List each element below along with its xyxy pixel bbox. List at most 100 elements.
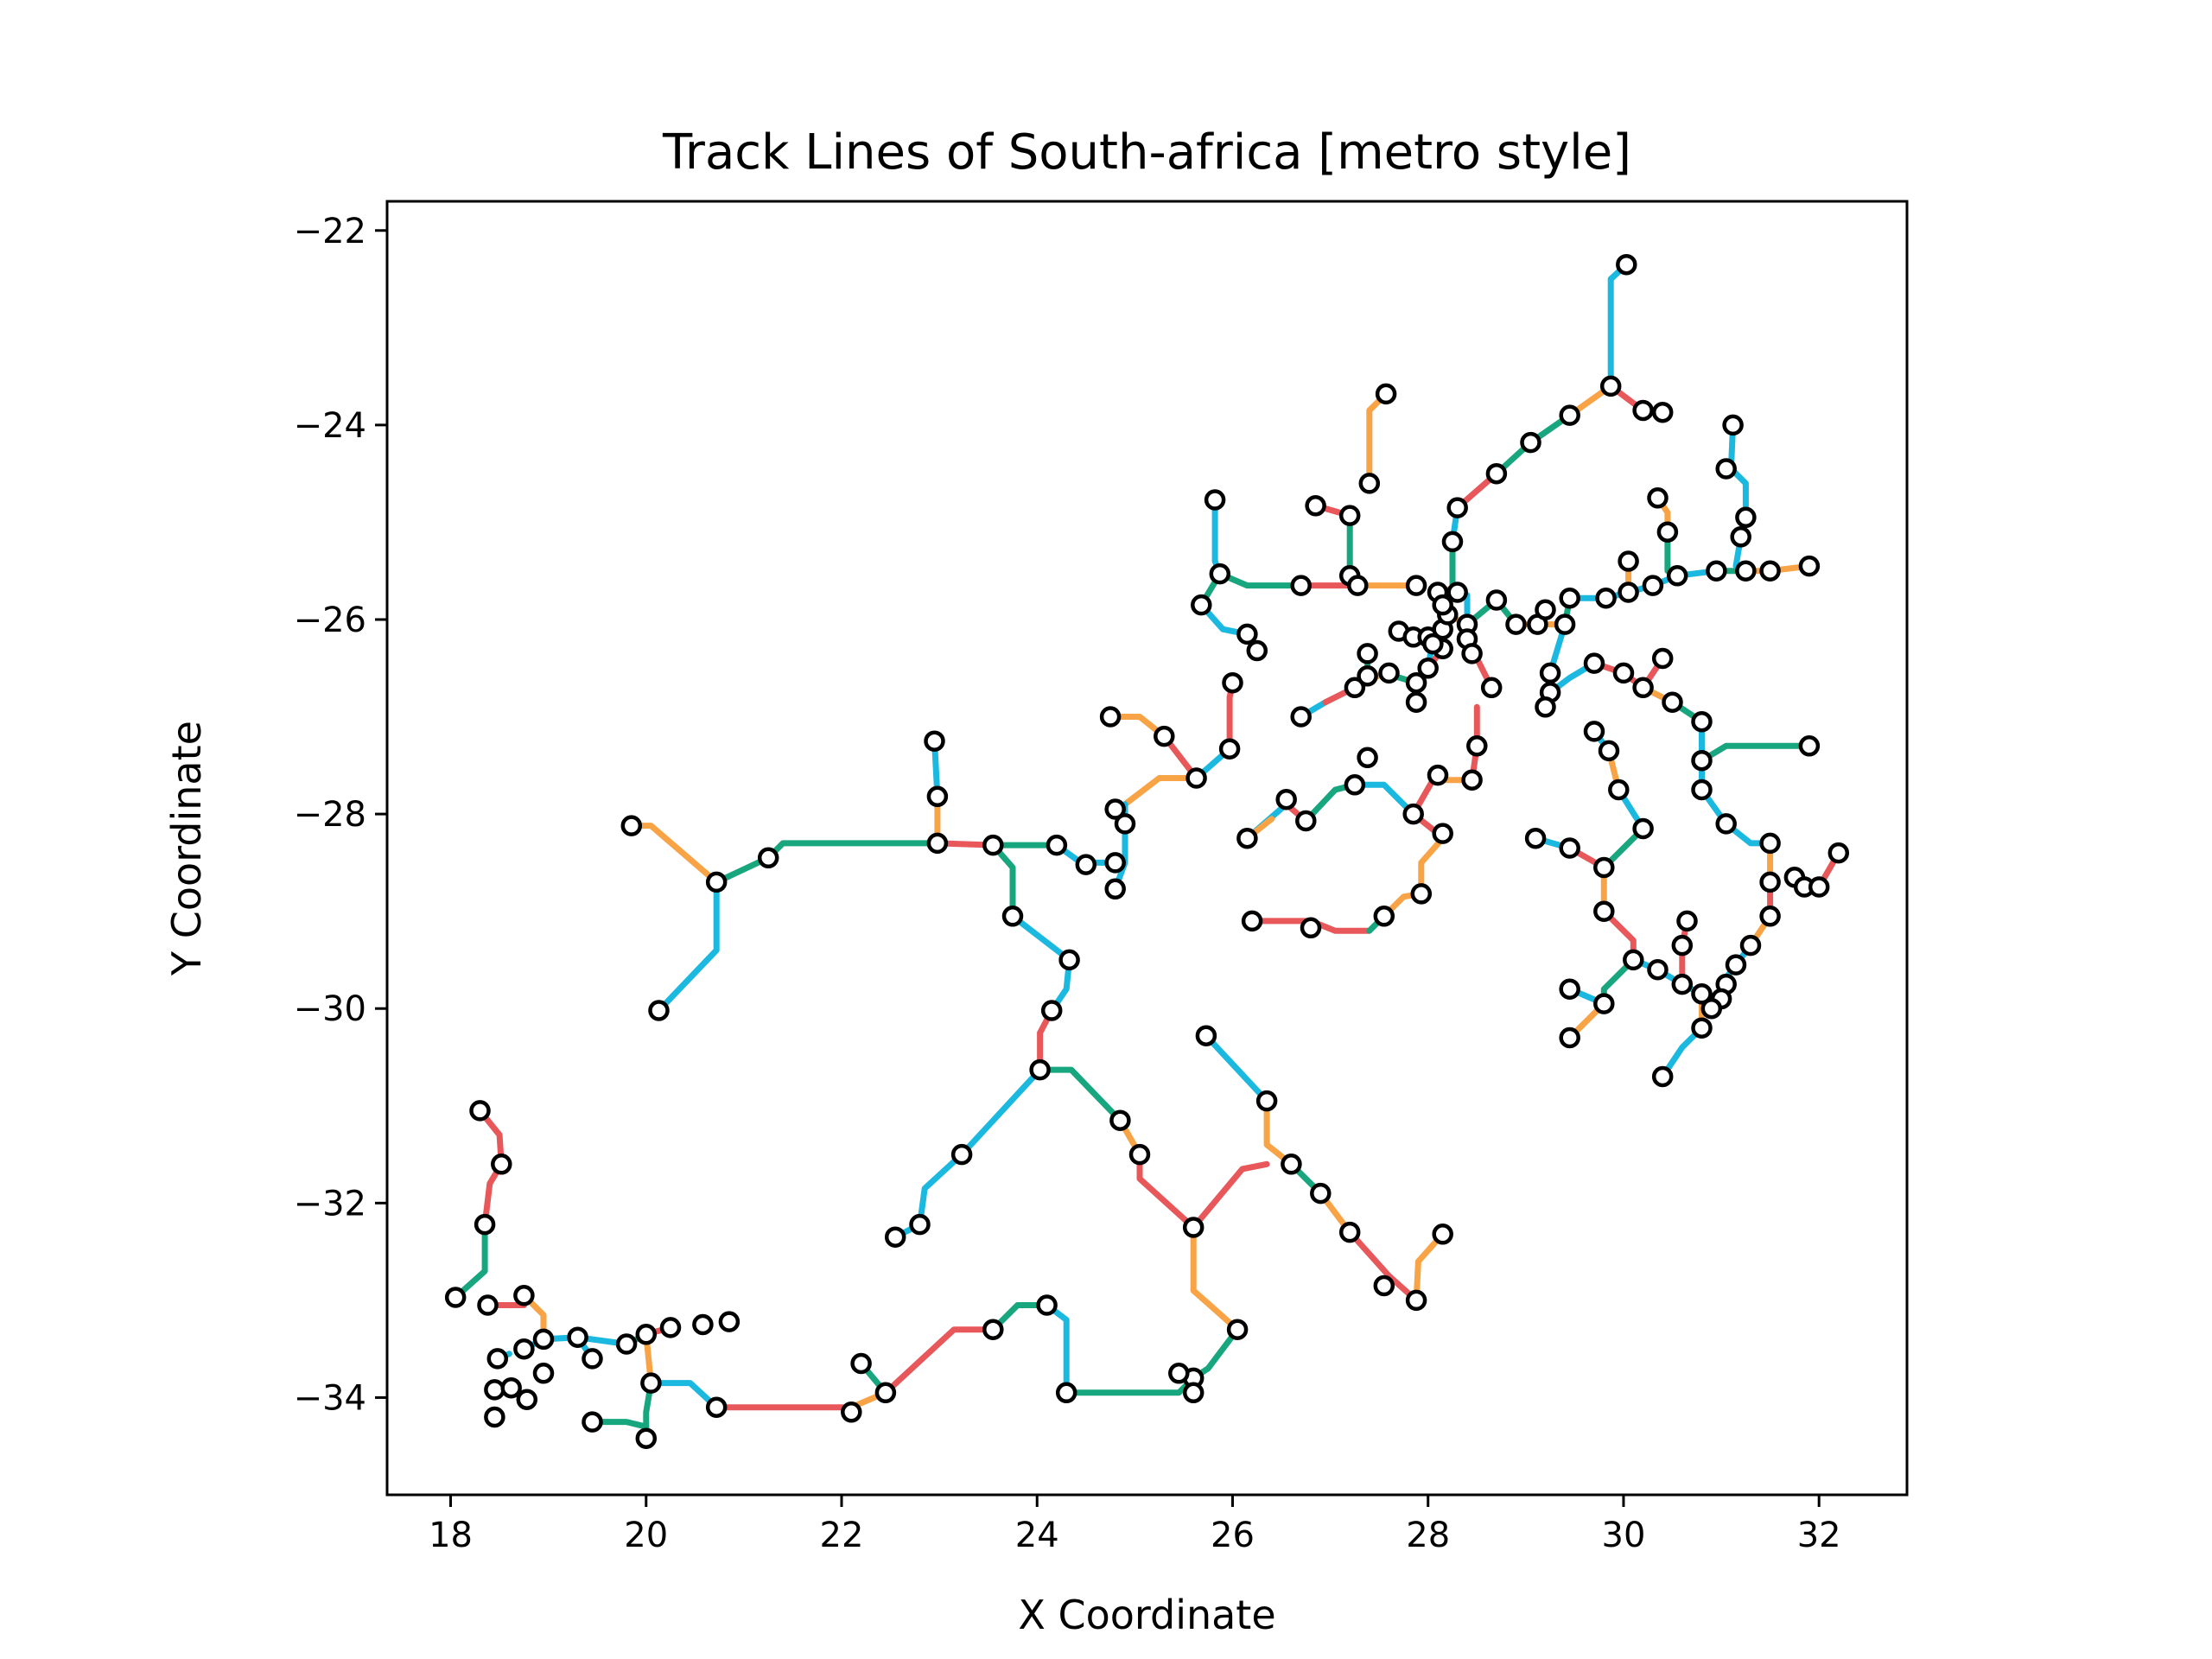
station-marker <box>1505 613 1527 635</box>
station-marker <box>484 1379 505 1401</box>
station-marker <box>1520 431 1541 454</box>
station-marker <box>1632 399 1654 422</box>
track-segment <box>1009 912 1073 1014</box>
station-marker <box>469 1100 491 1122</box>
station-marker <box>1305 495 1326 517</box>
y-tick-label: −28 <box>294 795 366 835</box>
x-tick-label: 22 <box>820 1516 864 1555</box>
track-segment <box>1122 775 1200 808</box>
station-marker <box>1632 817 1654 840</box>
station-marker <box>692 1313 714 1336</box>
track-segment <box>589 1419 650 1430</box>
station-marker <box>486 1348 509 1370</box>
station-marker <box>1598 740 1620 762</box>
station-marker <box>1168 1363 1190 1384</box>
station-marker <box>1104 852 1126 874</box>
station-marker <box>1722 414 1744 436</box>
y-tick-label: −34 <box>294 1378 366 1418</box>
station-marker <box>926 785 949 808</box>
station-marker <box>1485 462 1508 485</box>
station-marker <box>1612 662 1635 684</box>
station-marker <box>640 1372 662 1394</box>
station-marker <box>513 1338 535 1360</box>
station-marker <box>1109 1109 1131 1131</box>
station-marker <box>1222 671 1243 694</box>
x-tick-label: 20 <box>624 1516 668 1555</box>
x-tick-label: 26 <box>1211 1516 1255 1555</box>
station-marker <box>982 1319 1004 1340</box>
station-marker <box>1182 1382 1205 1404</box>
x-tick-label: 24 <box>1015 1516 1059 1555</box>
station-marker <box>1461 643 1483 664</box>
station-marker <box>1759 906 1781 927</box>
station-marker <box>1405 1289 1427 1312</box>
station-marker <box>1373 906 1395 927</box>
station-marker <box>1218 738 1241 760</box>
station-marker <box>1427 764 1449 786</box>
station-marker <box>1290 575 1312 596</box>
station-marker <box>1759 832 1781 855</box>
station-marker <box>1671 934 1694 957</box>
station-marker <box>1662 691 1683 713</box>
station-marker <box>477 1294 499 1316</box>
station-marker <box>1432 823 1453 844</box>
station-marker <box>950 1143 973 1166</box>
station-marker <box>1357 643 1378 664</box>
track-segment <box>1413 1230 1446 1304</box>
station-marker <box>1524 827 1547 849</box>
station-marker <box>1618 550 1639 572</box>
station-marker <box>926 832 949 855</box>
station-marker <box>1075 854 1097 875</box>
station-marker <box>1700 997 1723 1020</box>
station-marker <box>1154 725 1175 747</box>
station-marker <box>874 1382 897 1404</box>
station-marker <box>1535 599 1556 620</box>
station-marker <box>513 1285 535 1306</box>
y-tick-label: −32 <box>294 1184 366 1224</box>
station-marker <box>1808 876 1830 898</box>
x-axis-label: X Coordinate <box>1018 1592 1275 1638</box>
station-marker <box>1616 253 1637 276</box>
track-segment <box>656 879 720 1014</box>
station-marker <box>659 1317 682 1338</box>
station-marker <box>1375 383 1397 405</box>
station-marker <box>474 1213 496 1236</box>
y-axis: −22 −24 −26 −28 −30 −32 −34 <box>294 212 387 1418</box>
station-marker <box>1338 505 1361 526</box>
station-marker <box>1715 813 1737 835</box>
station-marker <box>1295 810 1317 832</box>
station-marker <box>484 1406 505 1428</box>
x-tick-label: 18 <box>429 1516 473 1555</box>
station-marker <box>1104 798 1126 820</box>
station-marker <box>1310 1182 1332 1205</box>
station-marker <box>1480 677 1503 699</box>
station-marker <box>1671 973 1694 995</box>
station-marker <box>1358 473 1381 494</box>
station-marker <box>1559 1027 1580 1049</box>
station-marker <box>582 1411 603 1433</box>
station-marker <box>718 1311 741 1332</box>
station-marker <box>1357 747 1378 769</box>
station-marker <box>1241 910 1263 932</box>
y-axis-label: Y Coordinate <box>163 721 210 976</box>
station-marker <box>1246 639 1268 662</box>
station-marker <box>615 1333 638 1355</box>
station-marker <box>1114 813 1136 835</box>
station-marker <box>1204 489 1226 511</box>
station-marker <box>884 1226 906 1248</box>
station-marker <box>1226 1319 1249 1340</box>
x-tick-label: 32 <box>1797 1516 1841 1555</box>
station-marker <box>1827 842 1850 864</box>
station-marker <box>1236 827 1258 849</box>
station-marker <box>1691 749 1713 772</box>
station-marker <box>1725 954 1747 976</box>
station-marker <box>1666 565 1688 587</box>
y-tick-label: −22 <box>294 212 366 251</box>
station-marker <box>1402 803 1424 825</box>
track-segment <box>1203 1033 1270 1104</box>
station-marker <box>1290 706 1312 728</box>
station-marker <box>1209 563 1231 585</box>
chart-title: Track Lines of South-africa [metro style… <box>662 124 1631 181</box>
station-marker <box>1055 1382 1077 1404</box>
station-marker <box>1347 575 1369 596</box>
